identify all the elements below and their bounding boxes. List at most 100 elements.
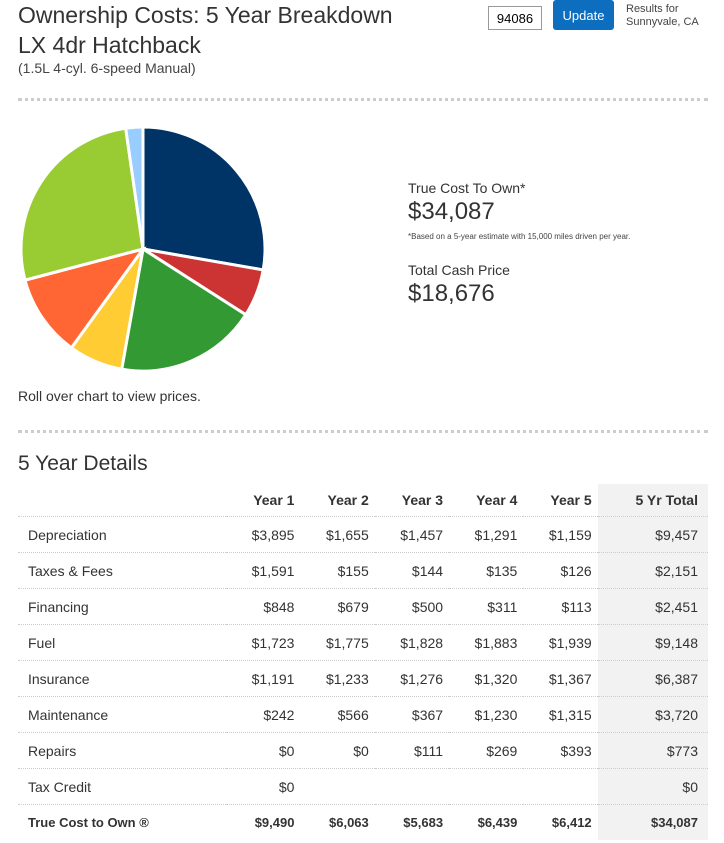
cell-value: $126 — [523, 552, 598, 589]
cell-value: $135 — [449, 552, 524, 589]
cell-value: $1,191 — [226, 660, 301, 697]
cost-pie-chart[interactable] — [16, 122, 272, 378]
cell-value: $1,883 — [449, 624, 524, 661]
cell-value: $773 — [597, 732, 708, 769]
row-label: Insurance — [18, 660, 227, 697]
cell-value: $0 — [226, 768, 301, 805]
column-header: Year 2 — [327, 492, 369, 508]
cell-value: $6,387 — [597, 660, 708, 697]
cell-value: $679 — [300, 588, 375, 625]
cell-value: $1,655 — [300, 516, 375, 553]
row-label: Fuel — [18, 624, 227, 661]
cell-value: $111 — [374, 732, 450, 769]
cell-value: $1,828 — [374, 624, 450, 661]
table-row: Maintenance $242 $566 $367 $1,230 $1,315 $3,72… — [18, 696, 708, 733]
divider — [18, 430, 708, 433]
cell-value: $2,451 — [597, 588, 708, 625]
cell-value: $1,367 — [523, 660, 598, 697]
cell-value: $1,315 — [523, 696, 598, 733]
cell-value: $1,320 — [449, 660, 524, 697]
zip-input[interactable] — [488, 6, 542, 30]
update-button[interactable]: Update — [553, 0, 614, 30]
table-row: Taxes & Fees $1,591 $155 $144 $135 $126 $2,151 — [18, 552, 708, 589]
cell-value — [374, 768, 450, 805]
cell-value: $6,412 — [523, 804, 598, 840]
cell-value: $566 — [300, 696, 375, 733]
cash-price-label: Total Cash Price — [408, 262, 510, 278]
column-header: Year 4 — [476, 492, 518, 508]
cell-value: $9,457 — [597, 516, 708, 553]
tco-label: True Cost To Own* — [408, 180, 526, 196]
cell-value: $1,230 — [449, 696, 524, 733]
row-label: True Cost to Own ® — [18, 804, 227, 840]
table-row: Insurance $1,191 $1,233 $1,276 $1,320 $1,367 $… — [18, 660, 708, 697]
cell-value: $34,087 — [597, 804, 708, 840]
model-name: LX 4dr Hatchback — [18, 32, 201, 58]
cell-value: $848 — [226, 588, 301, 625]
cell-value: $311 — [449, 588, 524, 625]
cell-value: $1,775 — [300, 624, 375, 661]
pie-slice-fuel[interactable] — [19, 126, 145, 282]
cell-value: $393 — [523, 732, 598, 769]
divider — [18, 98, 708, 101]
cell-value — [523, 768, 598, 805]
cell-value: $113 — [523, 588, 598, 625]
table-row: Depreciation $3,895 $1,655 $1,457 $1,291 $1,1… — [18, 516, 708, 553]
cell-value: $144 — [374, 552, 450, 589]
table-row: Fuel $1,723 $1,775 $1,828 $1,883 $1,939 $9,148 — [18, 624, 708, 661]
tco-note: *Based on a 5-year estimate with 15,000 … — [408, 232, 631, 241]
cell-value: $3,720 — [597, 696, 708, 733]
cell-value — [449, 768, 524, 805]
cell-value: $9,148 — [597, 624, 708, 661]
table-row: Repairs $0 $0 $111 $269 $393 $773 — [18, 732, 708, 769]
row-label: Financing — [18, 588, 227, 625]
column-header: Year 5 — [550, 492, 592, 508]
column-header: Year 1 — [253, 492, 295, 508]
cell-value: $1,276 — [374, 660, 450, 697]
table-row: Financing $848 $679 $500 $311 $113 $2,451 — [18, 588, 708, 625]
pie-slice-repairs[interactable] — [123, 125, 145, 250]
cell-value: $155 — [300, 552, 375, 589]
cell-value: $2,151 — [597, 552, 708, 589]
details-table: Year 1 Year 2 Year 3 Year 4 Year 5 5 Yr Total… — [18, 484, 708, 840]
row-label: Maintenance — [18, 696, 227, 733]
cell-value: $1,291 — [449, 516, 524, 553]
model-spec: (1.5L 4-cyl. 6-speed Manual) — [18, 60, 196, 76]
cell-value — [300, 768, 375, 805]
cell-value: $0 — [226, 732, 301, 769]
row-label: Taxes & Fees — [18, 552, 227, 589]
pie-slice-depreciation[interactable] — [141, 125, 267, 272]
chart-hint: Roll over chart to view prices. — [18, 388, 201, 404]
details-title: 5 Year Details — [18, 452, 148, 475]
pie-slice-insurance[interactable] — [119, 246, 248, 373]
results-location: Results for Sunnyvale, CA — [626, 3, 699, 28]
cell-value: $500 — [374, 588, 450, 625]
row-label: Depreciation — [18, 516, 227, 553]
column-header: 5 Yr Total — [597, 484, 708, 517]
cell-value: $0 — [300, 732, 375, 769]
cell-value: $1,233 — [300, 660, 375, 697]
cell-value: $6,063 — [300, 804, 375, 840]
cell-value: $1,457 — [374, 516, 450, 553]
tco-value: $34,087 — [408, 198, 495, 225]
cell-value: $5,683 — [374, 804, 450, 840]
table-row: Tax Credit $0 $0 — [18, 768, 708, 805]
cell-value: $6,439 — [449, 804, 524, 840]
cell-value: $0 — [597, 768, 708, 805]
cell-value: $1,159 — [523, 516, 598, 553]
column-header — [18, 484, 226, 517]
column-header: Year 3 — [401, 492, 444, 508]
cell-value: $367 — [374, 696, 450, 733]
cell-value: $1,723 — [226, 624, 301, 661]
cell-value: $269 — [449, 732, 524, 769]
page-title: Ownership Costs: 5 Year Breakdown LX 4dr … — [18, 2, 393, 58]
row-label: Tax Credit — [18, 768, 227, 805]
row-label: Repairs — [18, 732, 227, 769]
cell-value: $1,939 — [523, 624, 598, 661]
cell-value: $1,591 — [226, 552, 301, 589]
table-row: True Cost to Own ® $9,490 $6,063 $5,683 $6,4… — [18, 804, 708, 840]
cell-value: $9,490 — [226, 804, 301, 840]
cash-price-value: $18,676 — [408, 280, 495, 307]
cell-value: $3,895 — [226, 516, 301, 553]
cell-value: $242 — [226, 696, 301, 733]
